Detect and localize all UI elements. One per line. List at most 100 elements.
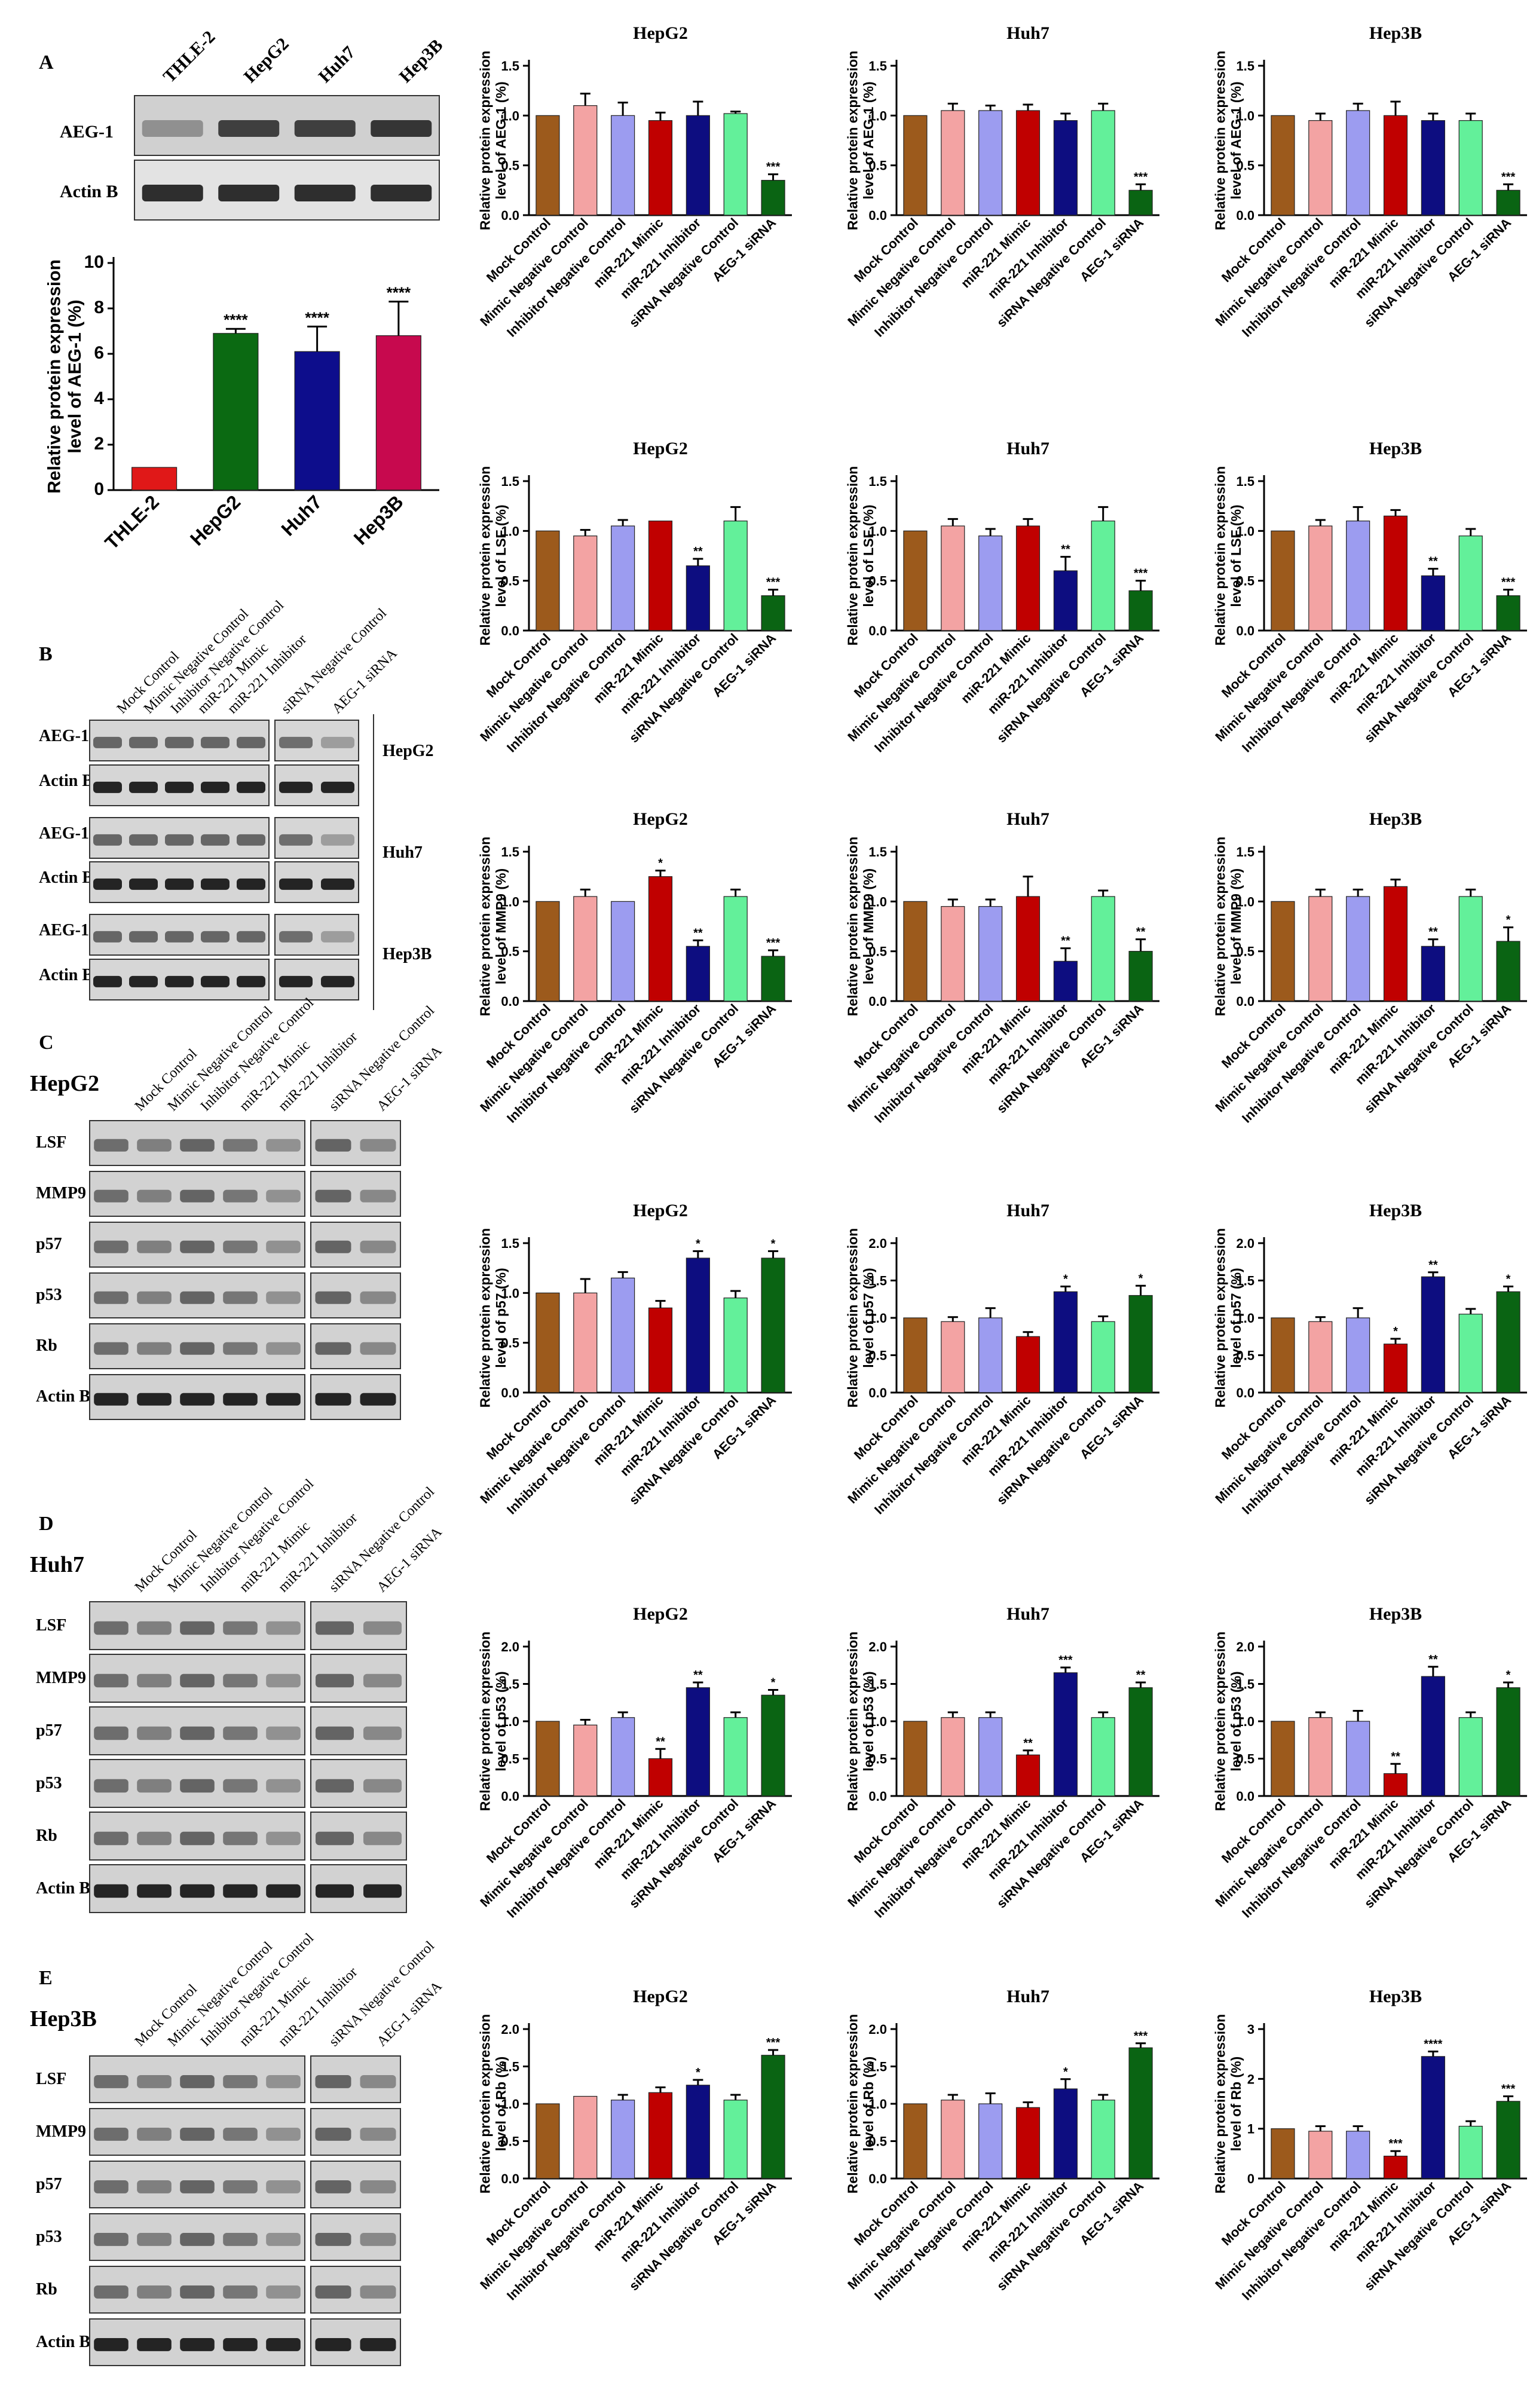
chart-title: Huh7 [1006, 1201, 1050, 1220]
band [94, 1189, 128, 1203]
band [279, 736, 313, 748]
bar [723, 521, 748, 631]
band [266, 1342, 301, 1355]
chart-title: Huh7 [1006, 23, 1050, 43]
bar [536, 1721, 560, 1797]
y-axis-label-line: level of Rb (%) [1228, 2057, 1244, 2151]
bar [903, 1721, 928, 1797]
y-tick-label: 0.5 [1236, 574, 1254, 589]
y-axis-label-line: level of AEG-1 (%) [861, 81, 876, 199]
bar [1091, 2100, 1115, 2179]
y-axis-label-line: level of p57 (%) [1228, 1268, 1244, 1367]
bar [941, 1717, 965, 1797]
band [218, 185, 280, 201]
y-tick-label: 1.5 [868, 474, 887, 489]
band [223, 1189, 258, 1203]
y-axis-label-line: level of p57 (%) [861, 1268, 876, 1367]
significance-label: ** [1023, 1737, 1033, 1750]
chart-title: HepG2 [633, 23, 688, 43]
bar [1496, 189, 1520, 216]
band [94, 1779, 128, 1793]
bar [978, 536, 1003, 631]
lane-label: miR-221 Mimic [237, 1519, 313, 1595]
x-tick-label: Mock Control [851, 1393, 921, 1462]
band [137, 1831, 172, 1846]
bar [611, 1717, 635, 1797]
band [266, 1240, 301, 1253]
band [94, 2127, 128, 2141]
bar [1091, 521, 1115, 631]
significance-label: ** [1061, 935, 1070, 948]
band [201, 736, 230, 748]
bar [1346, 1317, 1370, 1393]
band [94, 1884, 128, 1898]
lane-label: THLE-2 [160, 27, 219, 87]
band [360, 2285, 396, 2299]
y-axis-label: Relative protein expressionlevel of p53 … [845, 1632, 876, 1811]
y-axis-label: Relative protein expressionlevel of p53 … [1213, 1632, 1244, 1811]
significance-label: * [658, 857, 663, 870]
bar [1421, 2056, 1445, 2179]
bar [761, 956, 785, 1002]
bar [611, 2100, 635, 2179]
band [237, 931, 265, 943]
bar [1421, 1676, 1445, 1797]
y-tick-label: 2 [1247, 2072, 1254, 2086]
bar [1308, 525, 1333, 631]
x-tick-label: Mock Control [1219, 1393, 1289, 1462]
y-tick-label: 2.0 [868, 1639, 887, 1654]
bar [686, 2085, 710, 2179]
chart-title: Hep3B [1369, 809, 1422, 829]
y-axis-label: Relative protein expressionlevel of LSF … [1213, 466, 1244, 645]
bar [1015, 525, 1041, 631]
y-tick-label: 0.0 [868, 1385, 887, 1400]
bar [1308, 120, 1333, 216]
y-tick-label: 0.0 [1236, 994, 1254, 1009]
band [363, 1621, 402, 1635]
chart-title: Huh7 [1006, 809, 1050, 829]
band [223, 2337, 258, 2351]
y-axis-label: Relative protein expressionlevel of Rb (… [478, 2014, 509, 2193]
band [266, 1726, 301, 1740]
y-axis-label: Relative protein expressionlevel of Rb (… [845, 2014, 876, 2193]
band [363, 1726, 402, 1740]
band [315, 2232, 351, 2246]
band [316, 1831, 354, 1846]
y-tick-label: 0.5 [501, 2134, 519, 2149]
band [180, 1291, 215, 1304]
band [137, 1291, 172, 1304]
bar [1128, 951, 1153, 1002]
band [223, 1673, 258, 1688]
bar [648, 521, 673, 631]
chart-title: Hep3B [1369, 1987, 1422, 2006]
row-label: AEG-1 [39, 727, 89, 745]
x-tick-label: Mock Control [1219, 1001, 1289, 1071]
row-label: p57 [36, 2175, 62, 2193]
y-axis-label: Relative protein expressionlevel of AEG-… [478, 51, 509, 230]
band [180, 1240, 215, 1253]
band [94, 1342, 128, 1355]
band [315, 1139, 351, 1152]
y-tick-label: 2.0 [501, 1639, 519, 1654]
bar [1308, 896, 1333, 1002]
band [137, 1393, 172, 1406]
y-tick-label: 0.0 [501, 2171, 519, 2186]
row-label: AEG-1 [39, 921, 89, 940]
band [137, 2180, 172, 2193]
bar [903, 1317, 928, 1393]
band [266, 1779, 301, 1793]
y-tick-label: 0.5 [1236, 158, 1254, 173]
significance-label: *** [1501, 576, 1516, 589]
x-tick-label: Mock Control [851, 2178, 921, 2248]
x-tick-label: THLE-2 [100, 491, 163, 553]
x-tick-label: Mock Control [851, 631, 921, 700]
y-tick-label: 0.0 [868, 623, 887, 638]
band [223, 2285, 258, 2299]
bar [723, 896, 748, 1002]
band [279, 834, 313, 846]
bar [978, 1317, 1003, 1393]
